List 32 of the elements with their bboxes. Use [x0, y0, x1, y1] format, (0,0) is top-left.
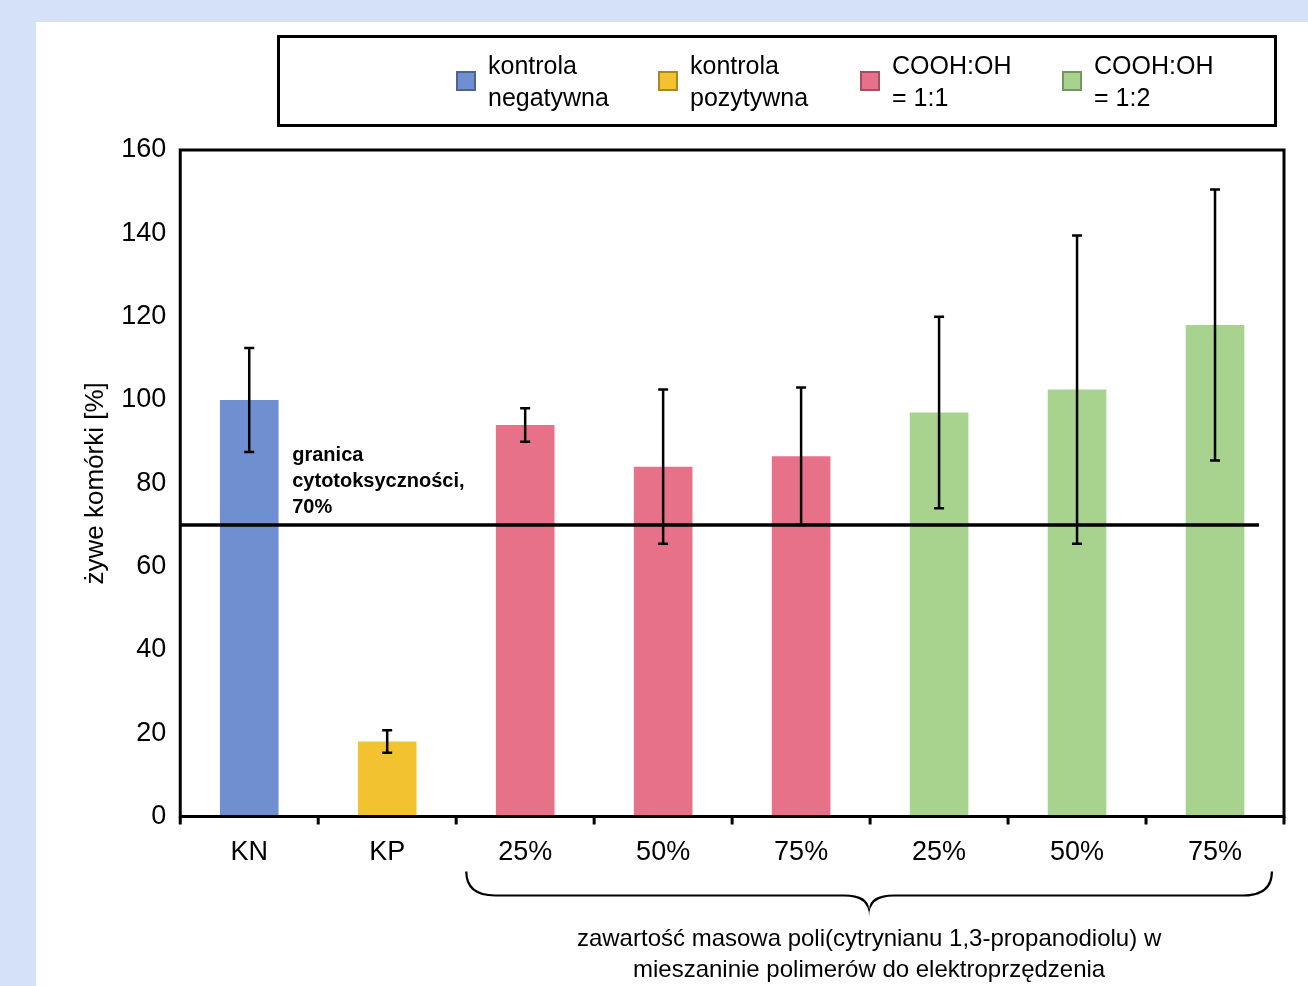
bar — [219, 399, 279, 817]
bar — [1047, 389, 1107, 817]
legend-label: kontrola pozytywna — [690, 50, 810, 113]
x-tick-label: 75% — [1187, 836, 1243, 867]
x-tick-label: KP — [369, 836, 406, 867]
y-tick-label: 40 — [136, 633, 167, 664]
x-tick-label: 50% — [1050, 836, 1105, 867]
legend-label: COOH:OH = 1:2 — [1094, 50, 1215, 113]
y-tick-label: 20 — [136, 716, 167, 747]
y-tick-label: 160 — [121, 133, 167, 164]
y-tick-label: 0 — [151, 800, 167, 831]
y-tick-label: 120 — [121, 300, 167, 331]
x-axis-title: zawartość masowa poli(cytrynianu 1,3-propanodiolu) w mieszaninie polimerów do elektroprzędzenia — [575, 922, 1163, 984]
bar — [633, 466, 693, 817]
bar — [771, 456, 831, 817]
y-tick-label: 60 — [136, 550, 167, 581]
x-tick-label: 50% — [636, 836, 691, 867]
bar — [1185, 324, 1245, 817]
bar — [357, 741, 417, 817]
legend-label: kontrola negatywna — [488, 50, 610, 113]
bar — [495, 424, 555, 817]
bar — [909, 412, 969, 817]
x-tick-label: 25% — [498, 836, 553, 867]
x-tick-label: 75% — [774, 836, 829, 867]
y-axis-title: żywe komórki [%] — [78, 382, 109, 585]
ref-line-label: granica cytotoksyczności, 70% — [292, 442, 465, 517]
x-tick-label: KN — [230, 836, 268, 867]
x-tick-label: 25% — [912, 836, 967, 867]
y-tick-label: 100 — [121, 383, 167, 414]
y-tick-label: 140 — [121, 216, 167, 247]
legend-label: COOH:OH = 1:1 — [892, 50, 1013, 113]
y-tick-label: 80 — [136, 466, 167, 497]
